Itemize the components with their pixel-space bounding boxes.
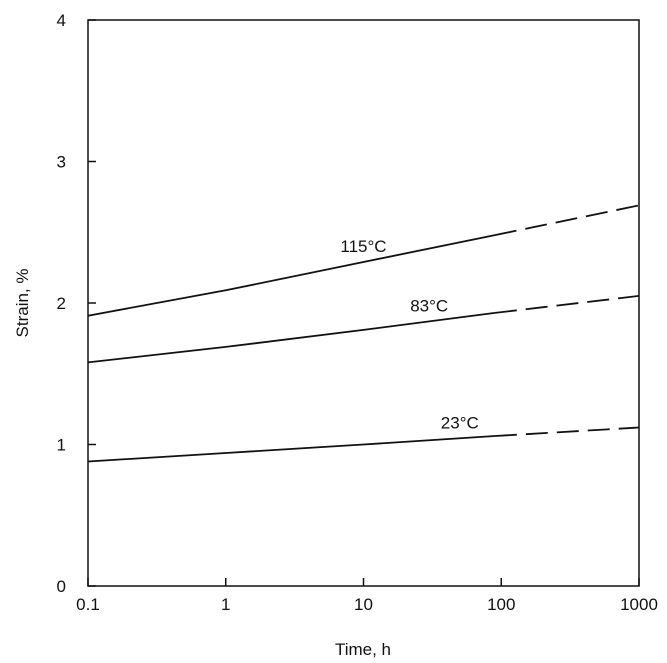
series-line-solid — [87, 435, 495, 463]
series-label: 83°C — [410, 296, 448, 315]
series-line-solid — [87, 234, 496, 317]
y-tick-label: 1 — [57, 436, 66, 455]
series-line-dashed — [494, 426, 640, 437]
y-tick-label: 0 — [57, 577, 66, 596]
y-tick-label: 2 — [57, 294, 66, 313]
y-axis-title: Strain, % — [13, 269, 32, 338]
y-axis-ticks: 0 1 2 3 4 — [57, 11, 96, 596]
series-line-dashed — [494, 204, 640, 236]
y-tick-label: 3 — [57, 153, 66, 172]
y-tick-label: 4 — [57, 11, 66, 30]
x-tick-label: 100 — [487, 595, 515, 614]
x-tick-label: 1000 — [620, 595, 658, 614]
x-tick-label: 10 — [354, 595, 373, 614]
x-axis-title: Time, h — [335, 640, 391, 659]
series-layer: 115°C 83°C 23°C — [87, 204, 640, 463]
x-axis-ticks: 0.1 1 10 100 1000 — [76, 578, 658, 614]
x-tick-label: 1 — [221, 595, 230, 614]
series-label: 23°C — [441, 413, 479, 432]
plot-area-frame — [87, 19, 640, 587]
series-line-solid — [87, 312, 496, 364]
x-tick-label: 0.1 — [76, 595, 100, 614]
series-label: 115°C — [340, 237, 386, 256]
series-line-dashed — [494, 295, 640, 314]
